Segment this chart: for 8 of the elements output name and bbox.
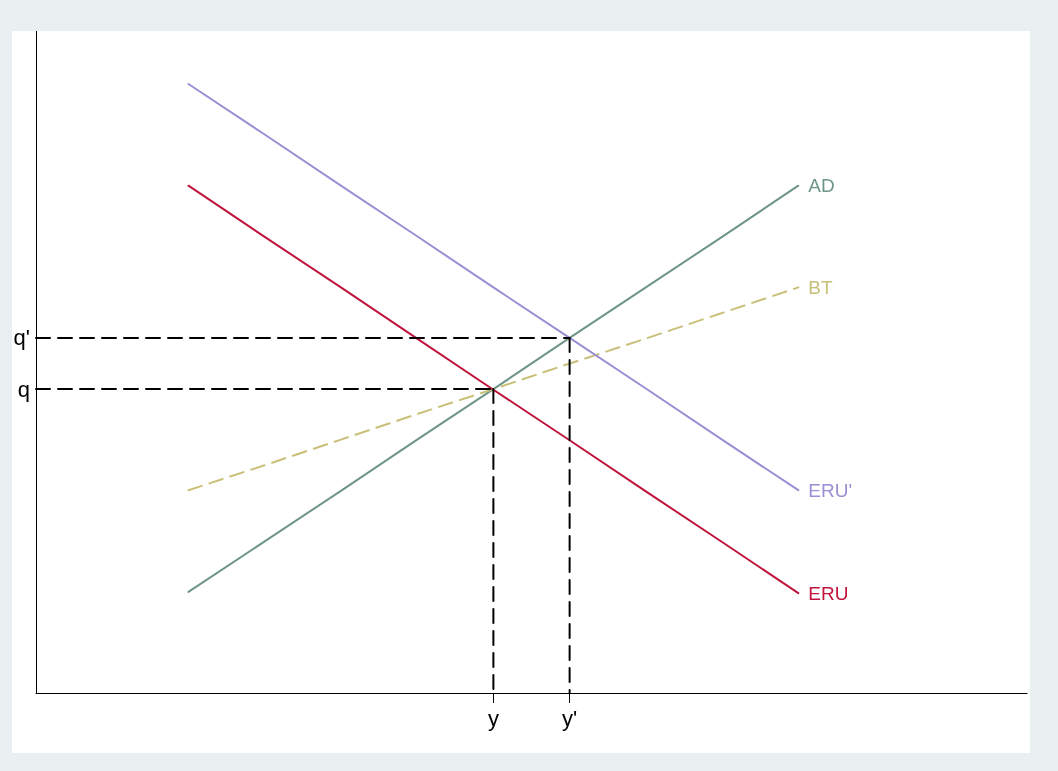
series-label: BT: [808, 276, 833, 298]
series-label: q': [13, 325, 30, 351]
series-label: AD: [808, 175, 835, 197]
x-tick-label: y: [487, 705, 499, 731]
series-label: q: [17, 376, 30, 402]
series-label: ERU: [808, 582, 849, 604]
x-tick-label: y': [562, 705, 578, 731]
series-label: ERU': [808, 479, 853, 501]
